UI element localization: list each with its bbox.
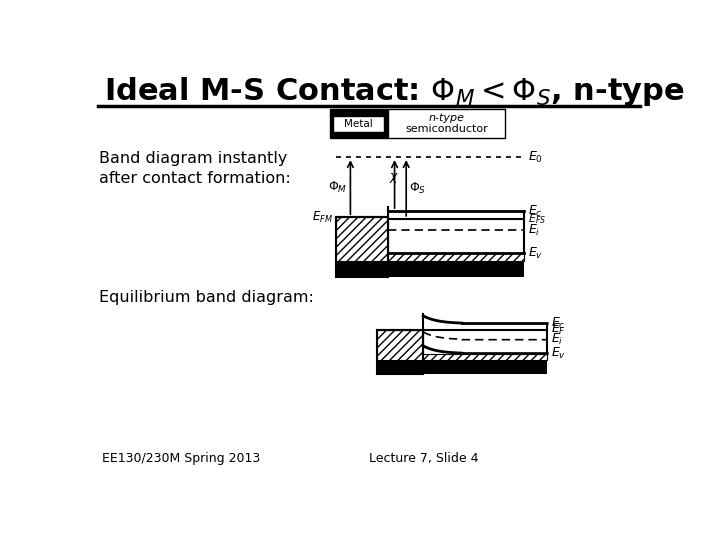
Text: $E_c$: $E_c$ bbox=[551, 316, 566, 331]
Text: semiconductor: semiconductor bbox=[405, 124, 488, 133]
Text: Band diagram instantly
after contact formation:: Band diagram instantly after contact for… bbox=[99, 151, 291, 186]
Text: Lecture 7, Slide 4: Lecture 7, Slide 4 bbox=[369, 452, 479, 465]
Text: $E_i$: $E_i$ bbox=[528, 223, 540, 238]
Bar bbox=[423, 361, 547, 374]
Text: $\chi$: $\chi$ bbox=[389, 171, 399, 185]
Bar bbox=[336, 217, 388, 261]
Text: $\Phi_S$: $\Phi_S$ bbox=[409, 180, 426, 195]
Text: $\Phi_M$: $\Phi_M$ bbox=[328, 180, 347, 195]
Text: $E_{FM}$: $E_{FM}$ bbox=[312, 210, 333, 225]
Bar bbox=[336, 217, 388, 276]
Text: $E_0$: $E_0$ bbox=[528, 150, 543, 165]
Text: $E_c$: $E_c$ bbox=[528, 204, 542, 219]
Bar bbox=[330, 109, 388, 138]
Bar bbox=[423, 354, 547, 361]
Bar bbox=[377, 361, 423, 374]
Text: n-type: n-type bbox=[428, 113, 464, 123]
Text: $E_{FS}$: $E_{FS}$ bbox=[528, 212, 546, 226]
Bar bbox=[333, 117, 384, 132]
Text: $E_v$: $E_v$ bbox=[551, 346, 567, 361]
Bar bbox=[377, 330, 423, 361]
Text: $E_i$: $E_i$ bbox=[551, 332, 564, 347]
Text: $E_v$: $E_v$ bbox=[528, 246, 543, 261]
Text: Ideal M-S Contact: $\Phi_M < \Phi_S$, n-type: Ideal M-S Contact: $\Phi_M < \Phi_S$, n-… bbox=[104, 75, 685, 108]
Text: $E_F$: $E_F$ bbox=[551, 322, 566, 337]
Bar bbox=[377, 330, 423, 374]
Bar bbox=[388, 109, 505, 138]
Bar bbox=[388, 253, 524, 261]
Bar bbox=[388, 261, 524, 276]
Text: Equilibrium band diagram:: Equilibrium band diagram: bbox=[99, 289, 314, 305]
Text: EE130/230M Spring 2013: EE130/230M Spring 2013 bbox=[102, 452, 260, 465]
Text: Metal: Metal bbox=[344, 119, 373, 129]
Bar bbox=[336, 261, 388, 276]
